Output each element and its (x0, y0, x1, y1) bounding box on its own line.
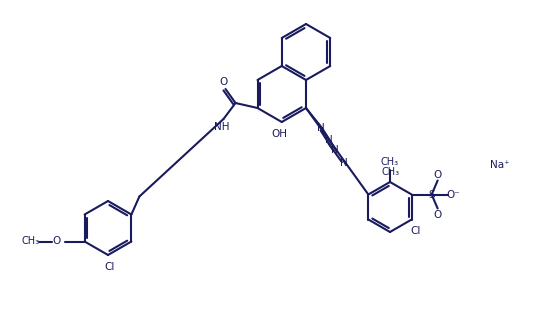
Text: Na⁺: Na⁺ (490, 160, 510, 170)
Text: Cl: Cl (411, 227, 421, 236)
Text: O⁻: O⁻ (447, 189, 460, 199)
Text: CH₃: CH₃ (382, 167, 400, 177)
Text: N: N (340, 158, 348, 168)
Text: OH: OH (272, 129, 288, 139)
Text: N: N (317, 123, 325, 133)
Text: Cl: Cl (105, 262, 115, 272)
Text: O: O (53, 236, 61, 246)
Text: NH: NH (214, 122, 229, 132)
Text: CH₃: CH₃ (381, 157, 399, 167)
Text: O: O (219, 77, 228, 87)
Text: S: S (428, 189, 435, 199)
Text: O: O (433, 169, 442, 179)
Text: CH₃: CH₃ (22, 236, 40, 246)
Text: O: O (433, 209, 442, 220)
Text: N: N (325, 135, 332, 145)
Text: N: N (331, 145, 339, 155)
